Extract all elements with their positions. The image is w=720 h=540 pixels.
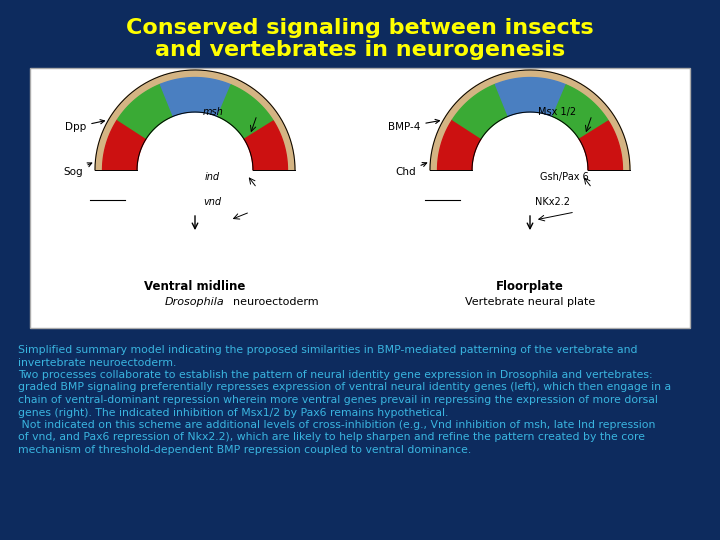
Text: NKx2.2: NKx2.2 xyxy=(535,197,570,207)
Polygon shape xyxy=(217,85,274,139)
Polygon shape xyxy=(495,78,566,117)
Text: genes (right). The indicated inhibition of Msx1/2 by Pax6 remains hypothetical.: genes (right). The indicated inhibition … xyxy=(18,408,449,417)
Text: Msx 1/2: Msx 1/2 xyxy=(538,107,576,117)
Text: vnd: vnd xyxy=(203,197,221,207)
Text: Dpp: Dpp xyxy=(65,120,104,132)
FancyBboxPatch shape xyxy=(30,68,690,328)
Polygon shape xyxy=(95,70,295,170)
Polygon shape xyxy=(161,78,231,117)
Text: Floorplate: Floorplate xyxy=(496,280,564,293)
Text: Drosophila: Drosophila xyxy=(165,297,225,307)
Text: Conserved signaling between insects: Conserved signaling between insects xyxy=(126,18,594,38)
Text: neuroectoderm: neuroectoderm xyxy=(233,297,319,307)
Polygon shape xyxy=(553,85,608,139)
Text: chain of ventral-dominant repression wherein more ventral genes prevail in repre: chain of ventral-dominant repression whe… xyxy=(18,395,658,405)
Text: and vertebrates in neurogenesis: and vertebrates in neurogenesis xyxy=(155,40,565,60)
Polygon shape xyxy=(472,112,588,170)
Text: Sog: Sog xyxy=(63,163,91,177)
Polygon shape xyxy=(579,121,623,170)
Polygon shape xyxy=(430,70,630,170)
Text: graded BMP signaling preferentially represses expression of ventral neural ident: graded BMP signaling preferentially repr… xyxy=(18,382,671,393)
Text: invertebrate neuroectoderm.: invertebrate neuroectoderm. xyxy=(18,357,176,368)
Polygon shape xyxy=(137,112,253,170)
Text: Not indicated on this scheme are additional levels of cross-inhibition (e.g., Vn: Not indicated on this scheme are additio… xyxy=(18,420,655,430)
Text: Chd: Chd xyxy=(395,163,427,177)
Text: ind: ind xyxy=(205,172,220,182)
Text: Gsh/Pax 6: Gsh/Pax 6 xyxy=(540,172,589,182)
Text: Simplified summary model indicating the proposed similarities in BMP-mediated pa: Simplified summary model indicating the … xyxy=(18,345,637,355)
Polygon shape xyxy=(117,84,174,138)
Text: msh: msh xyxy=(203,107,224,117)
Text: Two processes collaborate to establish the pattern of neural identity gene expre: Two processes collaborate to establish t… xyxy=(18,370,652,380)
Polygon shape xyxy=(452,84,508,138)
Text: of vnd, and Pax6 repression of Nkx2.2), which are likely to help sharpen and ref: of vnd, and Pax6 repression of Nkx2.2), … xyxy=(18,433,645,442)
Polygon shape xyxy=(438,120,482,170)
Text: mechanism of threshold-dependent BMP repression coupled to ventral dominance.: mechanism of threshold-dependent BMP rep… xyxy=(18,445,472,455)
Text: Ventral midline: Ventral midline xyxy=(144,280,246,293)
Text: Vertebrate neural plate: Vertebrate neural plate xyxy=(465,297,595,307)
Polygon shape xyxy=(102,120,146,170)
Text: BMP-4: BMP-4 xyxy=(388,119,439,132)
Polygon shape xyxy=(244,121,287,170)
